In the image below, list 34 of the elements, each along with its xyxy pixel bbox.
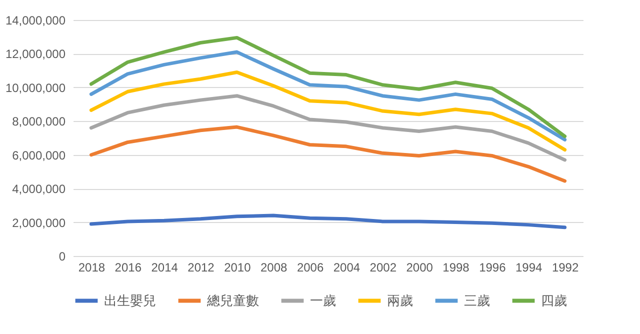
- x-tick-label: 2010: [224, 260, 252, 274]
- line-series: [89, 36, 567, 138]
- legend-label: 三歲: [464, 294, 490, 309]
- line-series: [89, 70, 567, 152]
- y-tick-label: 8,000,000: [12, 114, 66, 129]
- x-tick-label: 2012: [188, 260, 215, 274]
- x-tick-label: 1992: [552, 260, 579, 274]
- legend-label: 總兒童數: [206, 292, 259, 309]
- x-tick-label: 1996: [479, 260, 506, 274]
- x-tick-label: 2008: [260, 260, 288, 274]
- x-tick-label: 2006: [296, 260, 324, 274]
- y-tick-label: 12,000,000: [5, 47, 66, 62]
- y-tick-label: 14,000,000: [5, 14, 66, 28]
- x-tick-label: 2018: [78, 260, 106, 274]
- y-tick-label: 0: [58, 250, 66, 264]
- y-tick-label: 6,000,000: [12, 148, 66, 162]
- line-series: [89, 125, 567, 183]
- x-tick-label: 2002: [370, 260, 397, 274]
- legend-label: 出生嬰兒: [104, 294, 156, 309]
- legend-label: 一歲: [310, 294, 336, 309]
- line-series: [89, 50, 567, 142]
- x-tick-label: 2014: [151, 260, 178, 274]
- legend-label: 兩歲: [387, 294, 413, 309]
- y-tick-label: 10,000,000: [5, 80, 66, 95]
- line-series: [89, 94, 567, 162]
- y-tick-label: 4,000,000: [12, 182, 66, 196]
- y-tick-label: 2,000,000: [12, 216, 66, 230]
- x-tick-label: 2000: [406, 260, 434, 274]
- x-tick-label: 2004: [333, 260, 360, 274]
- x-tick-label: 1994: [516, 260, 543, 274]
- x-tick-label: 2016: [114, 260, 142, 274]
- legend-label: 四歲: [541, 294, 567, 309]
- x-tick-label: 1998: [442, 260, 470, 274]
- line-series: [89, 214, 567, 230]
